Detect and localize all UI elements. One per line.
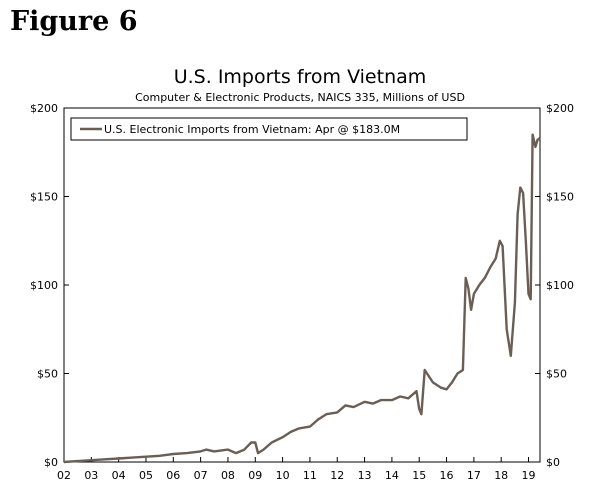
y-tick-label-left: $0: [44, 456, 58, 469]
x-tick-label: 03: [84, 469, 98, 482]
y-tick-label-right: $200: [546, 102, 574, 115]
y-tick-label-right: $100: [546, 279, 574, 292]
chart-title: U.S. Imports from Vietnam: [174, 66, 427, 88]
y-tick-label-left: $100: [30, 279, 58, 292]
y-tick-label-left: $150: [30, 191, 58, 204]
x-tick-label: 19: [522, 469, 536, 482]
x-tick-label: 17: [467, 469, 481, 482]
x-axis: 02 03 04 05 06 07 08 09 10 11 12 13 14 15 16 17 18 19: [57, 457, 536, 482]
y-axis-right: $0 $50 $100 $150 $200: [535, 102, 574, 469]
y-tick-label-right: $0: [546, 456, 560, 469]
x-tick-label: 04: [112, 469, 126, 482]
x-tick-label: 18: [494, 469, 508, 482]
y-tick-label-left: $200: [30, 102, 58, 115]
legend-label: U.S. Electronic Imports from Vietnam: Ap…: [104, 123, 400, 136]
x-tick-label: 11: [303, 469, 317, 482]
x-tick-label: 09: [248, 469, 262, 482]
x-tick-label: 16: [440, 469, 454, 482]
y-tick-label-right: $50: [546, 368, 567, 381]
x-tick-label: 08: [221, 469, 235, 482]
x-tick-label: 13: [358, 469, 372, 482]
legend-box: [70, 117, 468, 141]
x-tick-label: 15: [412, 469, 426, 482]
figure-label: Figure 6: [10, 6, 138, 37]
x-tick-label: 05: [139, 469, 153, 482]
x-tick-label: 10: [276, 469, 290, 482]
x-tick-label: 06: [166, 469, 180, 482]
y-tick-label-right: $150: [546, 191, 574, 204]
x-tick-label: 02: [57, 469, 71, 482]
series-line-electronic-imports: [63, 133, 541, 464]
legend: U.S. Electronic Imports from Vietnam: Ap…: [70, 117, 468, 141]
x-tick-label: 14: [385, 469, 399, 482]
y-tick-label-left: $50: [37, 368, 58, 381]
chart-subtitle: Computer & Electronic Products, NAICS 33…: [135, 91, 465, 104]
y-axis-left: $0 $50 $100 $150 $200: [30, 102, 69, 469]
x-tick-label: 07: [194, 469, 208, 482]
x-tick-label: 12: [330, 469, 344, 482]
